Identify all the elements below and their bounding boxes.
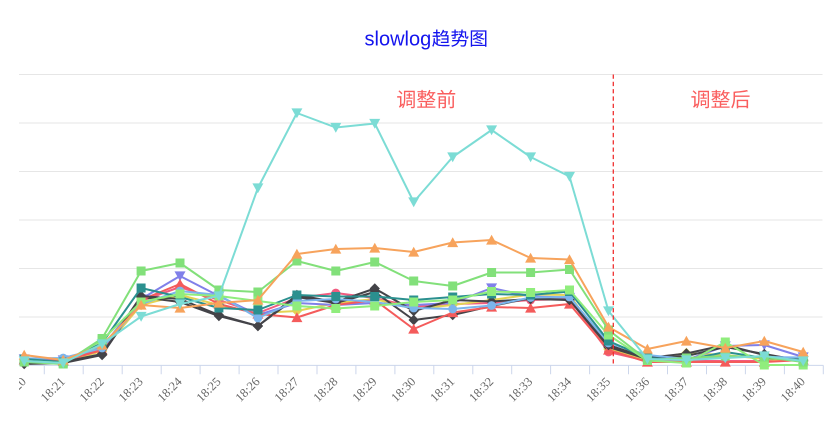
svg-text:slowlog: slowlog — [365, 28, 432, 50]
